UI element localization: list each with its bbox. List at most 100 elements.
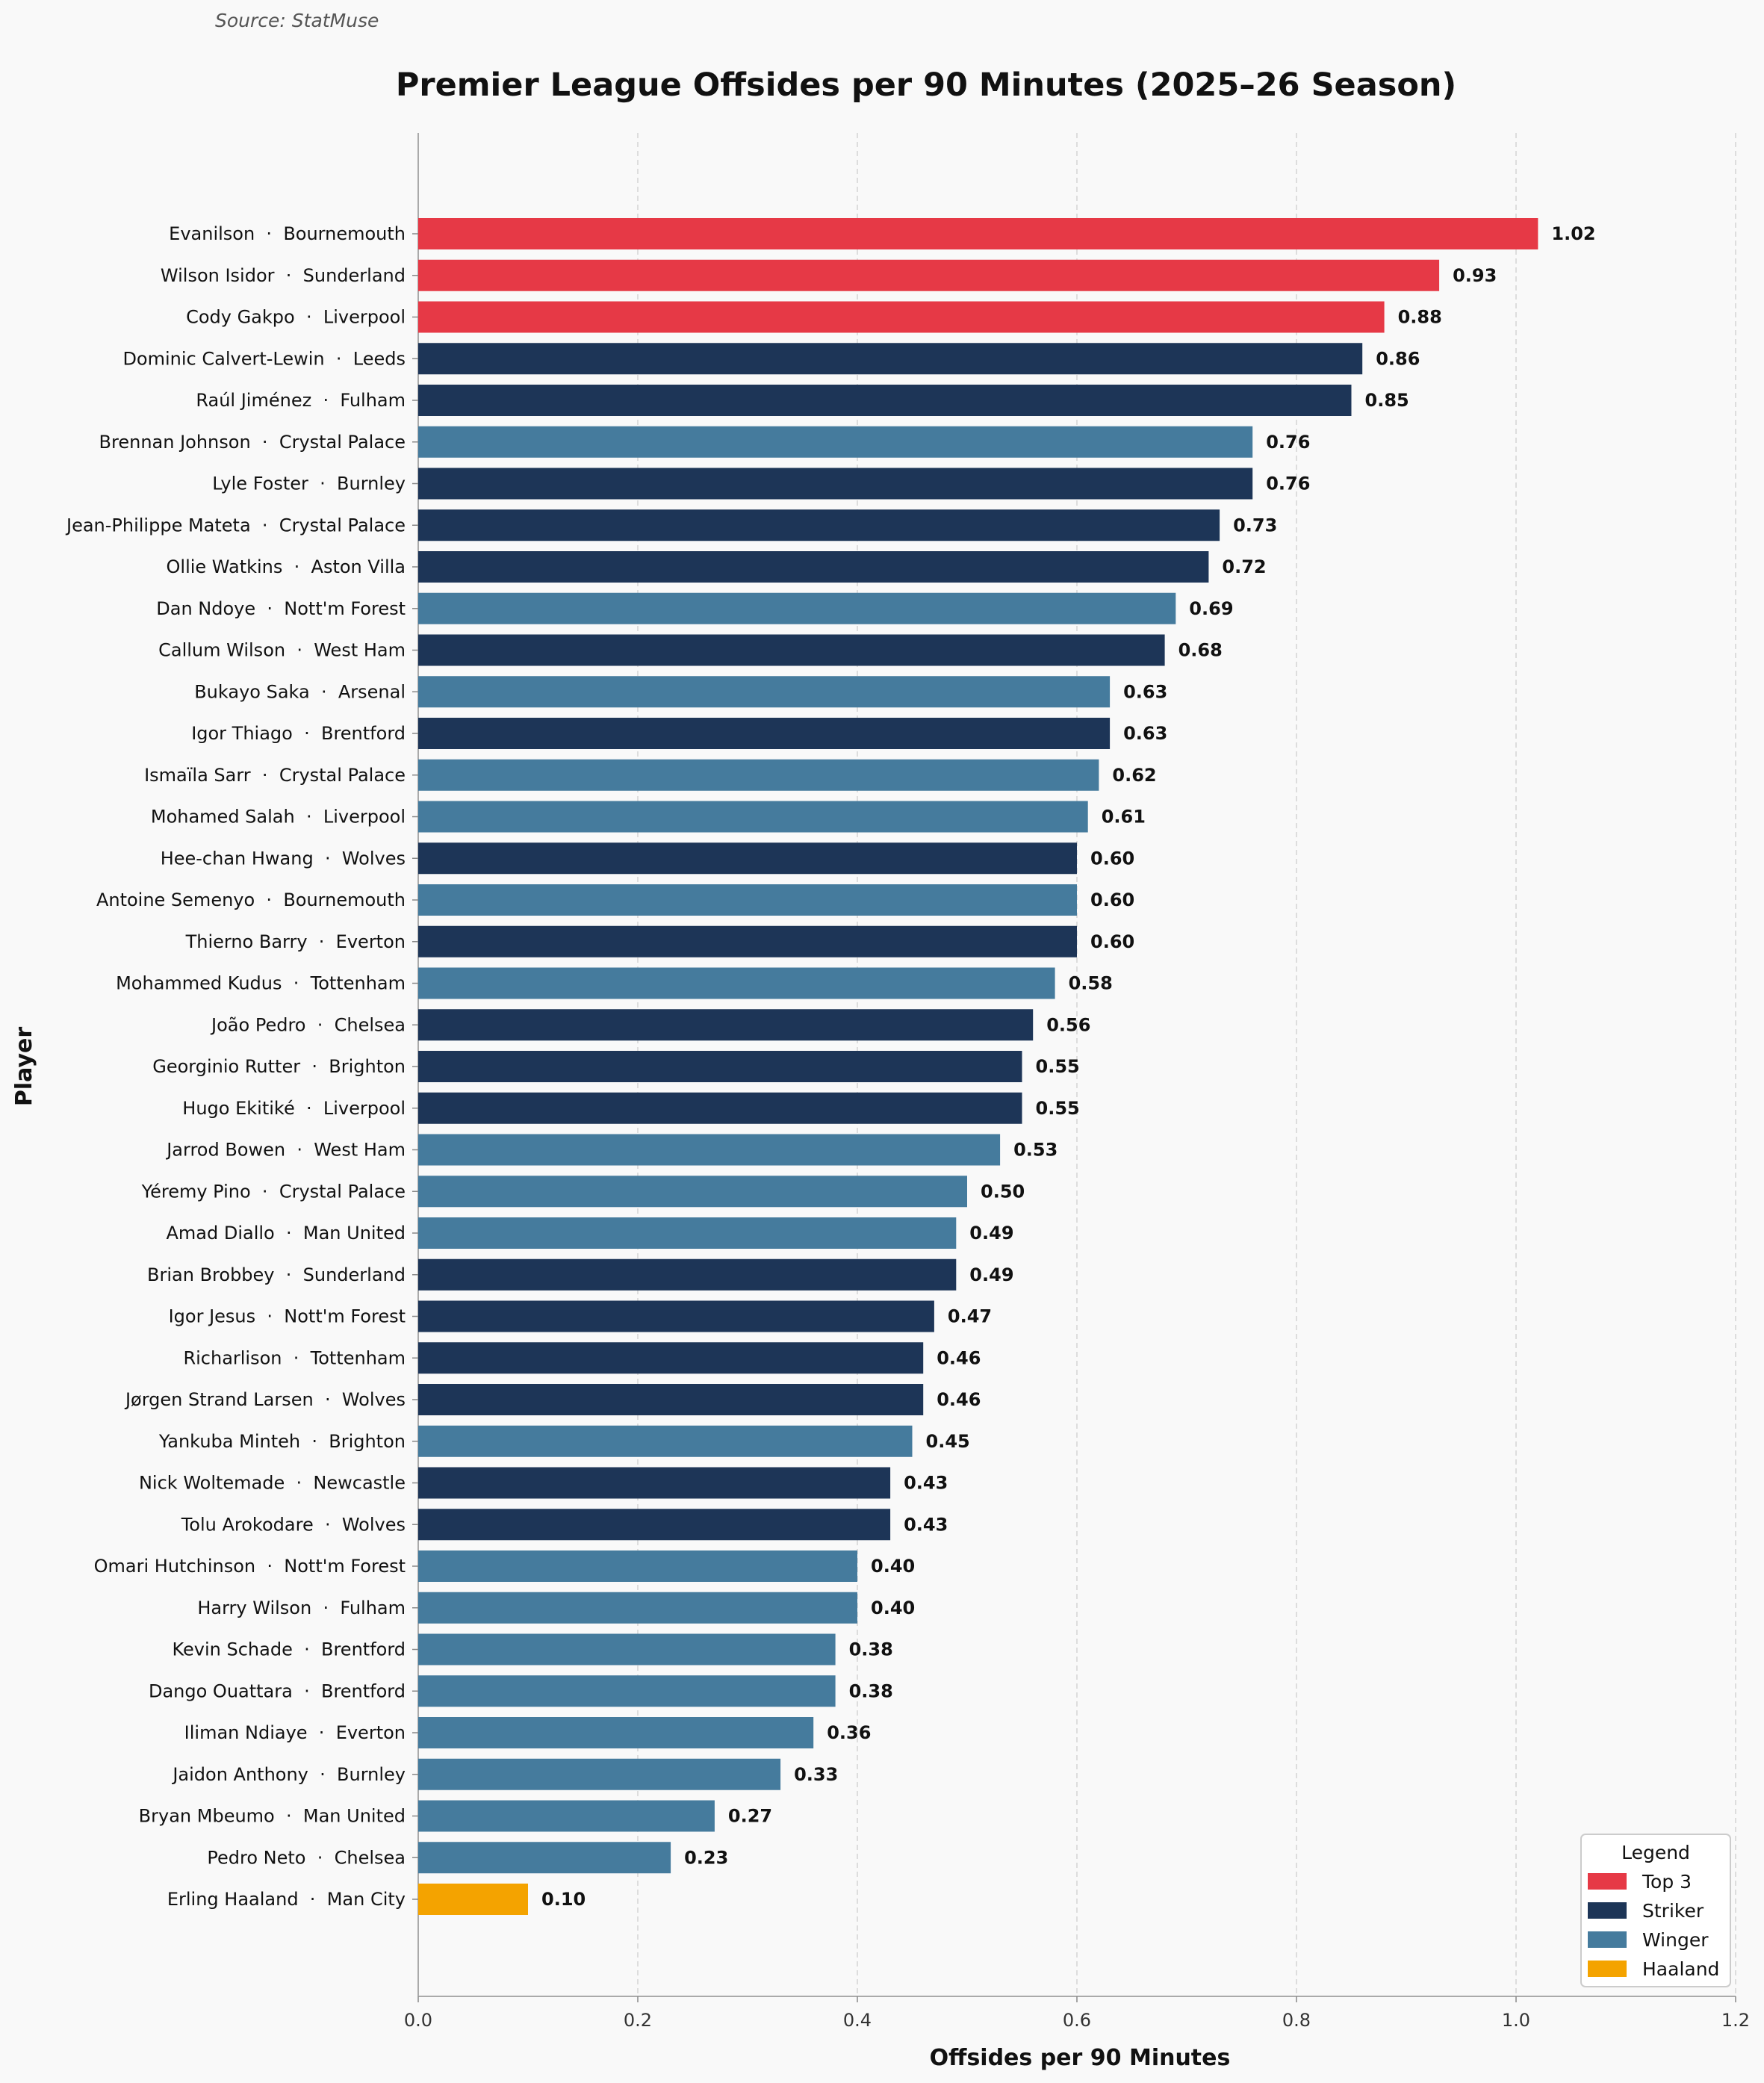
- x-tick-label: 0.8: [1282, 2010, 1311, 2031]
- x-tick-label: 0.4: [843, 2010, 872, 2031]
- bar-value-label: 0.58: [1069, 973, 1113, 994]
- bar: [418, 1758, 781, 1790]
- bar: [418, 1509, 891, 1541]
- legend-swatch: [1588, 1931, 1627, 1948]
- bar-row: Bryan Mbeumo · Man United 0.27: [139, 1800, 772, 1832]
- bar-row: Igor Jesus · Nott'm Forest 0.47: [169, 1300, 992, 1332]
- bar-value-label: 0.38: [849, 1639, 893, 1660]
- bar: [418, 509, 1220, 541]
- bar: [418, 1258, 957, 1291]
- bar-row: Kevin Schade · Brentford 0.38: [172, 1633, 893, 1666]
- bar-value-label: 0.47: [948, 1306, 992, 1327]
- bar: [418, 1842, 671, 1874]
- legend-label: Haaland: [1642, 1958, 1719, 1980]
- bar: [418, 634, 1165, 666]
- bar-row: Nick Woltemade · Newcastle 0.43: [139, 1467, 948, 1499]
- bar-value-label: 0.55: [1036, 1098, 1080, 1119]
- y-tick-label: Evanilson · Bournemouth: [169, 223, 406, 244]
- y-tick-label: João Pedro · Chelsea: [210, 1014, 406, 1035]
- bar: [418, 592, 1176, 624]
- bar-value-label: 0.27: [728, 1806, 772, 1827]
- y-tick-label: Brian Brobbey · Sunderland: [147, 1264, 406, 1285]
- bar: [418, 1342, 924, 1374]
- bar: [418, 967, 1055, 999]
- legend-box: [1580, 1834, 1731, 1987]
- bar-row: Ismaïla Sarr · Crystal Palace 0.62: [144, 759, 1157, 791]
- bar-row: Yéremy Pino · Crystal Palace 0.50: [141, 1176, 1025, 1208]
- bar-row: Thierno Barry · Everton 0.60: [185, 925, 1134, 957]
- bar-row: Ollie Watkins · Aston Villa 0.72: [167, 551, 1267, 583]
- y-tick-label: Georginio Rutter · Brighton: [152, 1056, 406, 1077]
- y-tick-label: Bryan Mbeumo · Man United: [139, 1806, 406, 1827]
- bar: [418, 759, 1099, 791]
- bar: [418, 1134, 1001, 1166]
- legend-label: Top 3: [1642, 1871, 1692, 1893]
- y-tick-label: Lyle Foster · Burnley: [212, 474, 406, 494]
- bar-value-label: 0.60: [1090, 848, 1134, 869]
- bar: [418, 468, 1253, 500]
- y-tick-label: Tolu Arokodare · Wolves: [181, 1514, 406, 1535]
- bar-row: Brian Brobbey · Sunderland 0.49: [147, 1258, 1014, 1291]
- bar: [418, 718, 1111, 749]
- y-tick-label: Ismaïla Sarr · Crystal Palace: [144, 765, 406, 786]
- bar-row: Bukayo Saka · Arsenal 0.63: [194, 676, 1167, 708]
- y-tick-label: Igor Thiago · Brentford: [191, 723, 406, 744]
- bar-row: Wilson Isidor · Sunderland 0.93: [161, 259, 1497, 291]
- bar-row: Callum Wilson · West Ham 0.68: [158, 634, 1223, 666]
- bar-value-label: 0.38: [849, 1680, 893, 1701]
- y-tick-label: Antoine Semenyo · Bournemouth: [96, 890, 406, 910]
- bar-value-label: 0.85: [1365, 390, 1409, 411]
- y-tick-label: Ollie Watkins · Aston Villa: [167, 556, 406, 577]
- bar-value-label: 0.49: [969, 1264, 1013, 1285]
- bar: [418, 1009, 1034, 1041]
- bar-value-label: 0.88: [1398, 307, 1442, 328]
- bar-row: Iliman Ndiaye · Everton 0.36: [184, 1717, 871, 1748]
- y-tick-label: Jarrod Bowen · West Ham: [165, 1140, 406, 1161]
- bar-row: Jørgen Strand Larsen · Wolves 0.46: [124, 1384, 981, 1415]
- y-tick-label: Mohammed Kudus · Tottenham: [116, 973, 406, 994]
- legend-entry: Striker: [1588, 1900, 1704, 1922]
- bar-value-label: 0.10: [541, 1889, 586, 1910]
- y-tick-label: Hee-chan Hwang · Wolves: [161, 848, 406, 869]
- bar-value-label: 0.60: [1090, 931, 1134, 952]
- legend-entry: Top 3: [1588, 1871, 1692, 1893]
- bar: [418, 1717, 814, 1748]
- y-tick-label: Dango Ouattara · Brentford: [149, 1680, 406, 1701]
- bar-value-label: 0.62: [1112, 765, 1156, 786]
- bar-row: Amad Diallo · Man United 0.49: [167, 1217, 1014, 1249]
- bar: [418, 1300, 934, 1332]
- bar-row: Dango Ouattara · Brentford 0.38: [149, 1675, 893, 1707]
- legend-title: Legend: [1621, 1842, 1690, 1863]
- legend-label: Winger: [1642, 1929, 1709, 1951]
- bar: [418, 218, 1538, 249]
- bar: [418, 343, 1363, 375]
- bar: [418, 925, 1077, 957]
- y-tick-label: Jaidon Anthony · Burnley: [171, 1764, 406, 1785]
- bar: [418, 1550, 857, 1582]
- bar-row: Mohamed Salah · Liverpool 0.61: [151, 801, 1146, 833]
- bar-row: Jarrod Bowen · West Ham 0.53: [165, 1134, 1058, 1166]
- bar-value-label: 0.43: [904, 1514, 948, 1535]
- bar: [418, 426, 1253, 458]
- y-tick-label: Dominic Calvert-Lewin · Leeds: [122, 348, 406, 369]
- bar: [418, 884, 1077, 916]
- bar: [418, 1384, 924, 1415]
- y-axis-title: Player: [11, 1027, 37, 1106]
- bar-row: Harry Wilson · Fulham 0.40: [197, 1592, 915, 1624]
- bar-value-label: 0.23: [684, 1847, 728, 1868]
- bar-row: Dominic Calvert-Lewin · Leeds 0.86: [122, 343, 1420, 375]
- bar: [418, 676, 1111, 708]
- bar-value-label: 1.02: [1551, 223, 1595, 244]
- bar-row: Cody Gakpo · Liverpool 0.88: [186, 301, 1442, 333]
- source-note: Source: StatMuse: [215, 10, 379, 31]
- bar-row: Yankuba Minteh · Brighton 0.45: [158, 1425, 970, 1457]
- bar-row: Omari Hutchinson · Nott'm Forest 0.40: [94, 1550, 915, 1582]
- x-tick-label: 0.2: [624, 2010, 652, 2031]
- y-tick-label: Hugo Ekitiké · Liverpool: [182, 1098, 406, 1119]
- y-tick-label: Nick Woltemade · Newcastle: [139, 1473, 406, 1494]
- bar-value-label: 0.43: [904, 1473, 948, 1494]
- legend: Legend Top 3 Striker Winger Haaland: [1580, 1834, 1731, 1987]
- bar-value-label: 0.55: [1036, 1056, 1080, 1077]
- bar-value-label: 0.49: [969, 1223, 1013, 1244]
